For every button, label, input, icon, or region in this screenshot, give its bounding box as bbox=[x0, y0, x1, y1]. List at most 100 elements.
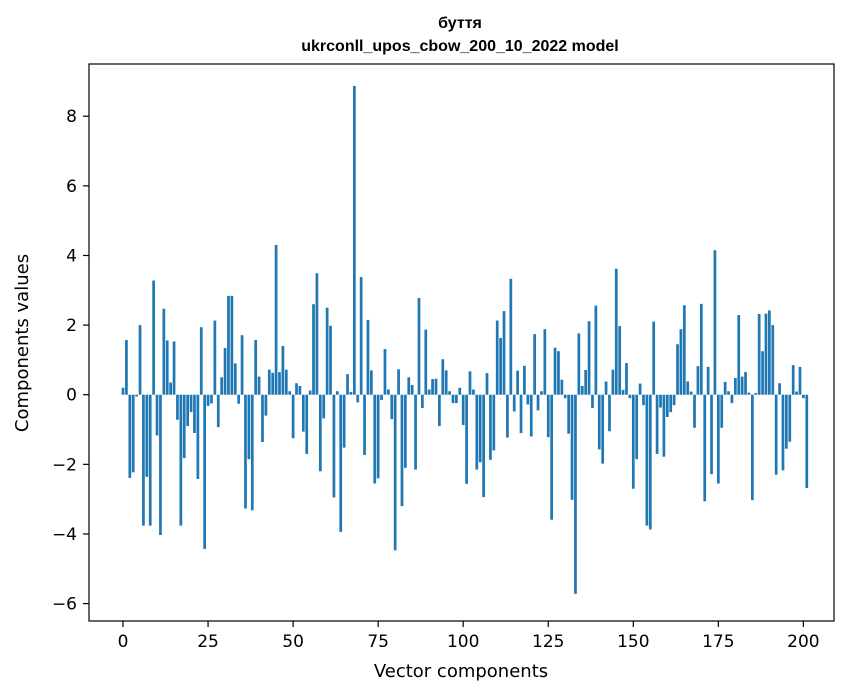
bar bbox=[706, 366, 710, 395]
bar bbox=[315, 273, 319, 395]
bar bbox=[227, 295, 230, 395]
bar bbox=[373, 394, 377, 484]
bar bbox=[720, 394, 724, 428]
bar bbox=[380, 394, 383, 400]
bar bbox=[131, 394, 135, 473]
bar bbox=[410, 384, 414, 395]
bar bbox=[574, 394, 577, 594]
bar bbox=[339, 394, 343, 532]
bar bbox=[703, 394, 707, 502]
bar bbox=[138, 325, 142, 395]
bar bbox=[560, 379, 564, 395]
bar bbox=[567, 394, 571, 434]
bar bbox=[366, 319, 370, 395]
bar bbox=[625, 363, 628, 395]
bar bbox=[716, 394, 720, 484]
bar bbox=[543, 329, 547, 395]
x-tick-label: 100 bbox=[447, 632, 479, 652]
bar bbox=[631, 394, 635, 489]
bar bbox=[176, 394, 179, 420]
bar bbox=[764, 313, 768, 395]
bar bbox=[125, 340, 128, 395]
bar bbox=[645, 394, 649, 526]
bar bbox=[699, 303, 703, 395]
bar bbox=[791, 365, 795, 395]
bar bbox=[390, 394, 394, 420]
bar bbox=[264, 394, 268, 416]
bar bbox=[325, 307, 329, 395]
bar bbox=[788, 394, 792, 442]
bar bbox=[206, 394, 210, 406]
bar bbox=[516, 370, 519, 395]
bar bbox=[798, 366, 802, 395]
bar bbox=[730, 394, 734, 404]
bar bbox=[778, 383, 781, 395]
bar bbox=[281, 345, 285, 395]
bar-series bbox=[121, 85, 809, 594]
bar bbox=[492, 394, 496, 451]
bar bbox=[254, 340, 258, 395]
bar bbox=[604, 381, 608, 395]
bar bbox=[196, 394, 200, 479]
bar bbox=[659, 394, 662, 408]
bar bbox=[740, 376, 744, 395]
bar bbox=[635, 394, 639, 460]
bar bbox=[356, 394, 360, 403]
y-tick-label: 6 bbox=[66, 177, 77, 197]
bar bbox=[271, 372, 275, 395]
bar bbox=[346, 374, 349, 395]
y-tick-label: −2 bbox=[52, 455, 77, 475]
bar bbox=[499, 337, 502, 395]
bar bbox=[591, 394, 594, 408]
bar bbox=[727, 391, 730, 395]
bar bbox=[751, 394, 754, 501]
bar bbox=[142, 394, 145, 526]
bar bbox=[621, 389, 625, 395]
bar bbox=[713, 250, 717, 395]
bar bbox=[189, 394, 193, 413]
bar bbox=[795, 391, 798, 395]
bar bbox=[689, 391, 693, 395]
bar bbox=[761, 351, 764, 395]
bar bbox=[223, 348, 227, 395]
x-tick-label: 25 bbox=[197, 632, 219, 652]
bar bbox=[638, 383, 642, 395]
bar bbox=[448, 391, 451, 395]
bar bbox=[244, 394, 247, 509]
bar bbox=[414, 394, 417, 470]
bar bbox=[754, 392, 758, 395]
bar bbox=[274, 245, 278, 395]
bar bbox=[247, 394, 251, 460]
bar bbox=[182, 394, 186, 459]
bar bbox=[584, 370, 588, 395]
bar bbox=[502, 311, 506, 395]
bar bbox=[145, 394, 149, 477]
bar bbox=[376, 394, 380, 479]
bar bbox=[404, 394, 407, 468]
chart-subtitle: ukrconll_upos_cbow_200_10_2022 model bbox=[301, 38, 618, 55]
bar bbox=[478, 394, 482, 463]
bar bbox=[312, 304, 315, 395]
bar bbox=[774, 394, 778, 475]
bar bbox=[318, 394, 322, 472]
bar bbox=[472, 389, 475, 395]
bar bbox=[523, 365, 526, 395]
bar bbox=[165, 340, 169, 395]
bar bbox=[533, 334, 536, 395]
bar bbox=[250, 394, 254, 511]
bar bbox=[465, 394, 468, 484]
bar bbox=[601, 394, 605, 464]
bar bbox=[363, 394, 366, 455]
bar bbox=[342, 394, 346, 448]
chart-title: буття bbox=[438, 15, 482, 32]
bar bbox=[257, 376, 261, 395]
bar bbox=[458, 387, 462, 395]
bar bbox=[744, 372, 747, 395]
bar bbox=[233, 363, 237, 395]
bar bbox=[199, 327, 203, 395]
bar bbox=[648, 394, 652, 530]
bar bbox=[771, 325, 775, 395]
bar bbox=[421, 394, 424, 408]
bar bbox=[679, 329, 683, 395]
bar bbox=[295, 383, 298, 395]
